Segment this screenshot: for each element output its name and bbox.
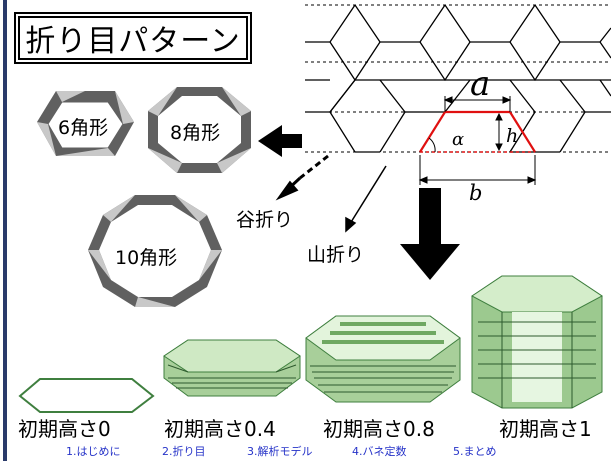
nav-summary-link[interactable]: 5.まとめ [453,445,497,458]
mountain-fold-label: 山折り [307,244,365,266]
stage-label-04: 初期高さ0.4 [164,417,276,441]
mountain-fold-lines [305,4,611,153]
highlighted-trapezoid [419,110,536,153]
mountain-fold-arrow [345,165,387,233]
stage-0-shape [18,378,155,413]
label-alpha: α [452,129,464,150]
page-title: 折り目パターン [14,12,252,64]
crease-pattern [305,4,611,185]
decagon-diagram [88,195,222,307]
dimension-a [443,96,512,112]
stage-1-shape [471,275,603,409]
nav-intro-link[interactable]: 1.はじめに [66,445,121,458]
octagon-diagram [148,87,251,173]
valley-fold-label: 谷折り [236,209,294,231]
octagon-label: 8角形 [170,122,221,144]
angle-alpha-arc [428,137,436,153]
hexagon-diagram [37,91,134,156]
stage-label-0: 初期高さ0 [18,417,111,441]
valley-fold-arrow [275,154,329,201]
stage-08-shape [305,315,461,403]
hexagon-label: 6角形 [58,117,109,139]
label-b: b [469,181,482,205]
label-h: h [506,125,518,147]
stage-04-shape [163,339,301,397]
dimension-b [418,155,537,185]
nav-analysis-model-link[interactable]: 3.解析モデル [247,445,313,458]
left-border [3,0,7,461]
stage-label-08: 初期高さ0.8 [323,417,435,441]
nav-crease-link[interactable]: 2.折り目 [162,445,206,458]
stage-label-1: 初期高さ1 [499,417,592,441]
label-a: a [470,64,490,104]
down-arrow [400,188,460,280]
nav-spring-constant-link[interactable]: 4.バネ定数 [352,445,407,458]
decagon-label: 10角形 [115,247,178,269]
left-arrow [258,125,302,157]
dimension-h [495,112,503,152]
